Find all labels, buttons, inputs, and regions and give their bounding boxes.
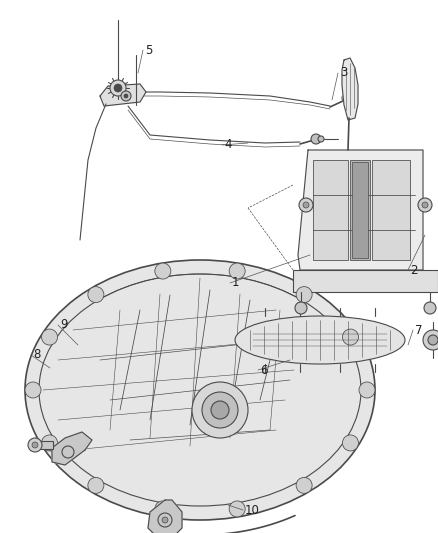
- Circle shape: [155, 263, 171, 279]
- Circle shape: [211, 401, 229, 419]
- Circle shape: [42, 435, 57, 451]
- Circle shape: [121, 91, 131, 101]
- Ellipse shape: [235, 316, 405, 364]
- Text: 7: 7: [415, 324, 423, 336]
- Circle shape: [303, 202, 309, 208]
- Bar: [372, 160, 410, 260]
- Circle shape: [350, 95, 356, 101]
- Circle shape: [162, 517, 168, 523]
- Circle shape: [418, 198, 432, 212]
- Circle shape: [28, 438, 42, 452]
- Circle shape: [32, 442, 38, 448]
- Circle shape: [42, 329, 57, 345]
- Circle shape: [25, 382, 41, 398]
- Circle shape: [299, 198, 313, 212]
- Circle shape: [124, 94, 128, 98]
- Bar: [35, 441, 53, 449]
- Ellipse shape: [25, 260, 375, 520]
- Circle shape: [423, 330, 438, 350]
- Circle shape: [343, 329, 358, 345]
- Text: 1: 1: [232, 277, 240, 289]
- Circle shape: [424, 302, 436, 314]
- Circle shape: [88, 287, 104, 303]
- Circle shape: [359, 382, 375, 398]
- Text: 2: 2: [410, 263, 417, 277]
- Circle shape: [229, 263, 245, 279]
- Polygon shape: [148, 500, 182, 533]
- Text: 3: 3: [340, 67, 347, 79]
- Polygon shape: [52, 432, 92, 465]
- Polygon shape: [100, 84, 146, 106]
- Polygon shape: [298, 150, 423, 270]
- Circle shape: [428, 335, 438, 345]
- Circle shape: [295, 302, 307, 314]
- Circle shape: [88, 478, 104, 494]
- Text: 9: 9: [60, 319, 67, 332]
- Text: 4: 4: [224, 139, 232, 151]
- Circle shape: [155, 501, 171, 517]
- Bar: [350, 160, 370, 260]
- Circle shape: [343, 435, 358, 451]
- Bar: [293, 270, 438, 292]
- Circle shape: [202, 392, 238, 428]
- Text: 5: 5: [145, 44, 152, 56]
- Polygon shape: [342, 58, 358, 120]
- Circle shape: [229, 501, 245, 517]
- Text: 6: 6: [260, 364, 268, 376]
- Circle shape: [422, 202, 428, 208]
- Circle shape: [318, 136, 324, 142]
- Circle shape: [296, 287, 312, 303]
- Text: 8: 8: [33, 349, 40, 361]
- Circle shape: [311, 134, 321, 144]
- Text: 10: 10: [245, 504, 260, 516]
- Bar: [313, 160, 348, 260]
- Circle shape: [296, 478, 312, 494]
- Circle shape: [342, 93, 352, 103]
- Circle shape: [192, 382, 248, 438]
- Bar: [352, 162, 368, 258]
- Circle shape: [114, 84, 122, 92]
- Circle shape: [110, 80, 126, 96]
